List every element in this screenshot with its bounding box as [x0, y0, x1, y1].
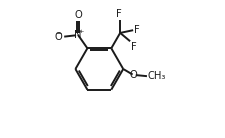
Text: F: F	[130, 42, 136, 52]
Text: O: O	[74, 10, 81, 20]
Text: +: +	[78, 29, 83, 34]
Text: CH₃: CH₃	[147, 71, 165, 81]
Text: F: F	[133, 25, 139, 34]
Text: F: F	[115, 9, 121, 19]
Text: O: O	[129, 70, 137, 80]
Text: −: −	[55, 31, 61, 37]
Text: O: O	[54, 32, 62, 42]
Text: N: N	[74, 30, 81, 40]
